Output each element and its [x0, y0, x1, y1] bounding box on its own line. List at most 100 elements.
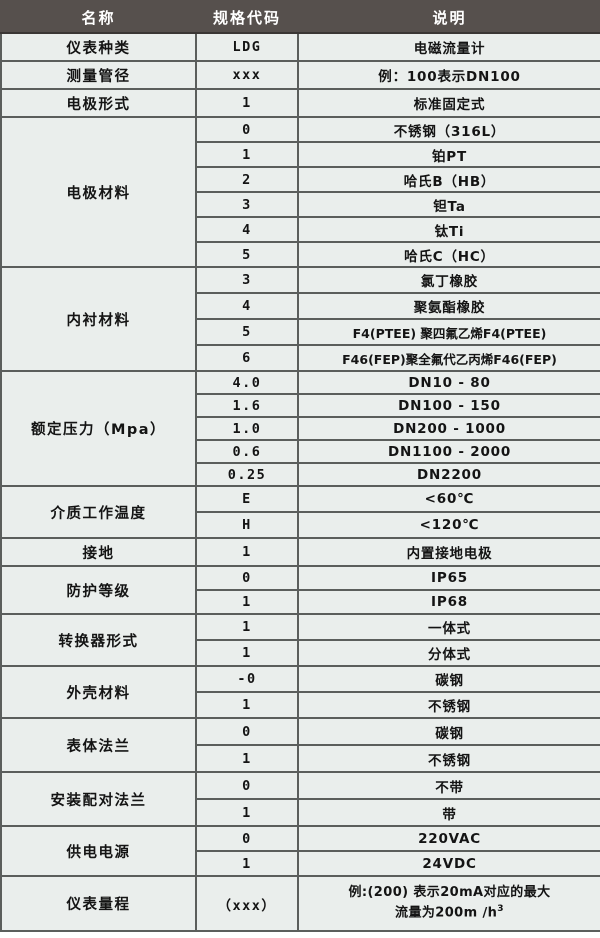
row-description-cell: 碳钢 — [297, 717, 600, 746]
table-row: 1 铂PT — [1, 141, 600, 168]
row-description-cell: 不锈钢 — [297, 744, 600, 773]
row-description-cell: 一体式 — [297, 613, 600, 641]
row-description-cell: 钽Ta — [297, 191, 600, 218]
table-row: 5 F4(PTEE) 聚四氟乙烯F4(PTEE) — [1, 318, 600, 346]
row-code-cell: 2 — [195, 166, 299, 193]
row-code-cell: 0 — [195, 825, 299, 852]
row-code-cell: 1 — [195, 589, 299, 615]
row-description-cell: 220VAC — [297, 825, 600, 852]
row-name-cell: 转换器形式 — [0, 613, 197, 667]
row-description-cell: DN1100 - 2000 — [297, 439, 600, 464]
row-description-cell: 不带 — [297, 771, 600, 800]
table-row: 2 哈氏B（HB） — [1, 166, 600, 193]
row-code-cell: 5 — [195, 318, 299, 346]
table-row: 1 24VDC — [1, 850, 600, 877]
table-row: 转换器形式 1 一体式 — [0, 613, 600, 667]
row-name-cell: 表体法兰 — [0, 717, 197, 773]
row-description-cell: 聚氨酯橡胶 — [297, 292, 600, 320]
row-code-cell: （xxx） — [195, 875, 299, 932]
row-code-cell: 3 — [195, 266, 299, 294]
row-description-cell: 内置接地电极 — [297, 537, 600, 567]
row-code-cell: 4 — [195, 216, 299, 243]
row-code-cell: 1 — [195, 691, 299, 719]
row-description-cell: 钛Ti — [297, 216, 600, 243]
table-row: 1.0 DN200 - 1000 — [1, 416, 600, 441]
row-description-cell: 例：100表示DN100 — [297, 60, 600, 90]
row-code-cell: 1.0 — [195, 416, 299, 441]
table-row: 1.6 DN100 - 150 — [1, 393, 600, 418]
table-row: 表体法兰 0 碳钢 — [0, 717, 600, 773]
table-row: 1 不锈钢 — [1, 744, 600, 773]
table-row: 供电电源 0 220VAC — [0, 825, 600, 877]
row-code-cell: 3 — [195, 191, 299, 218]
row-description-cell: 氯丁橡胶 — [297, 266, 600, 294]
row-description-cell: <60℃ — [297, 485, 600, 513]
row-code-cell: 4 — [195, 292, 299, 320]
row-description-cell: IP65 — [297, 565, 600, 591]
row-code-cell: xxx — [195, 60, 299, 90]
row-code-cell: H — [195, 511, 299, 539]
row-name-cell: 额定压力（Mpa） — [0, 370, 197, 487]
row-name-cell: 电极材料 — [0, 116, 197, 268]
table-row: 额定压力（Mpa） 4.0 DN10 - 80 — [0, 370, 600, 487]
table-row: H <120℃ — [1, 511, 600, 539]
row-code-cell: 1 — [195, 141, 299, 168]
row-name-cell: 仪表量程 — [0, 875, 197, 932]
table-row: 1 不锈钢 — [1, 691, 600, 719]
table-row: 外壳材料 -0 碳钢 — [0, 665, 600, 719]
table-row: 仪表量程 （xxx） 例:(200) 表示20mA对应的最大 流量为200m ∕h3 — [0, 875, 600, 932]
table-row: 0.6 DN1100 - 2000 — [1, 439, 600, 464]
row-code-cell: 6 — [195, 344, 299, 372]
table-row: 测量管径 xxx 例：100表示DN100 — [0, 60, 600, 90]
row-name-cell: 电极形式 — [0, 88, 197, 118]
row-name-cell: 介质工作温度 — [0, 485, 197, 539]
row-description-cell: DN2200 — [297, 462, 600, 487]
row-code-cell: 1.6 — [195, 393, 299, 418]
row-description-cell: 碳钢 — [297, 665, 600, 693]
row-name-cell: 仪表种类 — [0, 32, 197, 62]
row-code-cell: 1 — [195, 639, 299, 667]
row-description-cell: 铂PT — [297, 141, 600, 168]
row-code-cell: 1 — [195, 798, 299, 827]
row-name-cell: 供电电源 — [0, 825, 197, 877]
row-description-cell: 不锈钢 — [297, 691, 600, 719]
row-code-cell: 4.0 — [195, 370, 299, 395]
row-description-cell: 哈氏B（HB） — [297, 166, 600, 193]
row-name-cell: 安装配对法兰 — [0, 771, 197, 827]
row-name-cell: 防护等级 — [0, 565, 197, 615]
header-code: 规格代码 — [195, 0, 299, 34]
row-code-cell: 0 — [195, 717, 299, 746]
table-row: 1 IP68 — [1, 589, 600, 615]
row-description-cell: 标准固定式 — [297, 88, 600, 118]
row-code-cell: 1 — [195, 537, 299, 567]
table-row: 接地 1 内置接地电极 — [0, 537, 600, 567]
row-name-cell: 接地 — [0, 537, 197, 567]
row-code-cell: 0 — [195, 565, 299, 591]
row-code-cell: E — [195, 485, 299, 513]
table-row: 5 哈氏C（HC） — [1, 241, 600, 268]
table-row: 4 钛Ti — [1, 216, 600, 243]
table-row: 安装配对法兰 0 不带 — [0, 771, 600, 827]
row-description-cell: DN10 - 80 — [297, 370, 600, 395]
table-row: 仪表种类 LDG 电磁流量计 — [0, 32, 600, 62]
row-description-cell: 带 — [297, 798, 600, 827]
row-description-cell: 不锈钢（316L） — [297, 116, 600, 143]
header-row: 名称 规格代码 说明 — [0, 0, 600, 34]
row-code-cell: 1 — [195, 88, 299, 118]
row-code-cell: -0 — [195, 665, 299, 693]
row-description-cell: DN200 - 1000 — [297, 416, 600, 441]
row-code-cell: 5 — [195, 241, 299, 268]
table-row: 防护等级 0 IP65 — [0, 565, 600, 615]
row-description-cell: <120℃ — [297, 511, 600, 539]
row-description-cell: DN100 - 150 — [297, 393, 600, 418]
row-description-cell: 电磁流量计 — [297, 32, 600, 62]
row-code-cell: 0.6 — [195, 439, 299, 464]
row-code-cell: 1 — [195, 744, 299, 773]
row-description-cell: 哈氏C（HC） — [297, 241, 600, 268]
table-row: 3 钽Ta — [1, 191, 600, 218]
table-row: 0.25 DN2200 — [1, 462, 600, 487]
row-code-cell: LDG — [195, 32, 299, 62]
table-row: 4 聚氨酯橡胶 — [1, 292, 600, 320]
